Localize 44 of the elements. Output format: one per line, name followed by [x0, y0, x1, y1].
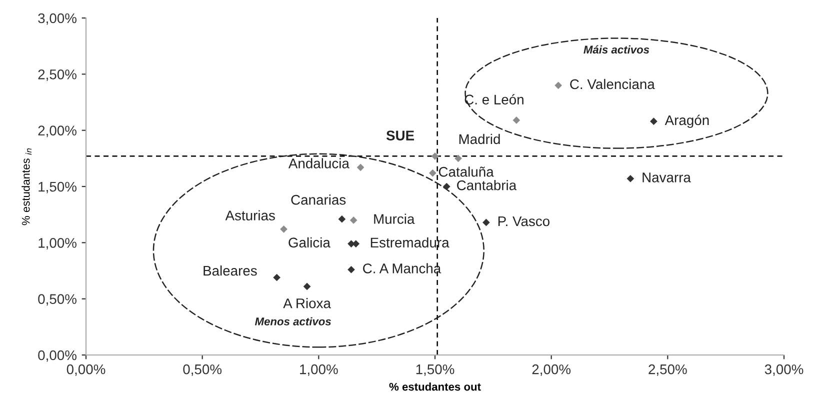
- x-tick-label: 1,00%: [300, 364, 338, 376]
- annotation: Galicia: [288, 237, 330, 248]
- annotation: Menos activos: [254, 317, 331, 326]
- point: [273, 274, 280, 282]
- y-tick-label: 1,00%: [38, 238, 76, 250]
- annotation: C. A Mancha: [363, 263, 442, 274]
- point: [442, 182, 450, 190]
- annotation: Cantabria: [457, 180, 517, 190]
- series-label: SUE: [386, 130, 414, 140]
- annotation: Asturias: [225, 210, 275, 220]
- x-tick-label: 1,50%: [416, 364, 454, 376]
- y-tick-label: 2,00%: [38, 126, 76, 138]
- y-axis-title: % estudantes $_{in}$: [22, 148, 32, 226]
- x-axis-title: % estudantes out: [389, 382, 481, 391]
- annotation: Cataluña: [438, 166, 494, 177]
- annotation: Baleares: [204, 265, 257, 276]
- y-tick-label: 2,50%: [38, 70, 76, 81]
- annotation: Estremadura: [370, 237, 450, 248]
- point: [482, 218, 490, 226]
- point: [348, 266, 355, 274]
- annotation: Navarra: [642, 172, 691, 182]
- annotation: P. Vasco: [498, 216, 550, 226]
- x-tick-label: 3,00%: [764, 364, 804, 376]
- annotation: C. Valenciana: [570, 78, 655, 90]
- y-tick-label: 0,50%: [38, 294, 76, 306]
- annotation: Canarias: [291, 194, 346, 205]
- point: [303, 282, 311, 290]
- annotation: Máis activos: [584, 45, 650, 54]
- point: [650, 118, 658, 126]
- x-tick-label: 0,50%: [183, 364, 222, 376]
- x-tick-label: 2,00%: [532, 364, 571, 376]
- point: [431, 152, 439, 160]
- annotation: Aragón: [664, 114, 709, 128]
- x-tick-label: 0,00%: [66, 364, 106, 376]
- y-tick-label: 3,00%: [38, 13, 76, 25]
- x-tick-label: 2,50%: [648, 364, 687, 376]
- y-tick-label: 0,00%: [38, 350, 76, 362]
- annotation: Murcia: [374, 214, 415, 224]
- y-tick-label: 1,50%: [38, 182, 76, 194]
- annotation: A Rioxa: [283, 298, 331, 308]
- annotation: Andalucia: [288, 158, 350, 168]
- point: [626, 174, 634, 182]
- annotation: Madrid: [459, 134, 500, 144]
- point: [338, 215, 346, 223]
